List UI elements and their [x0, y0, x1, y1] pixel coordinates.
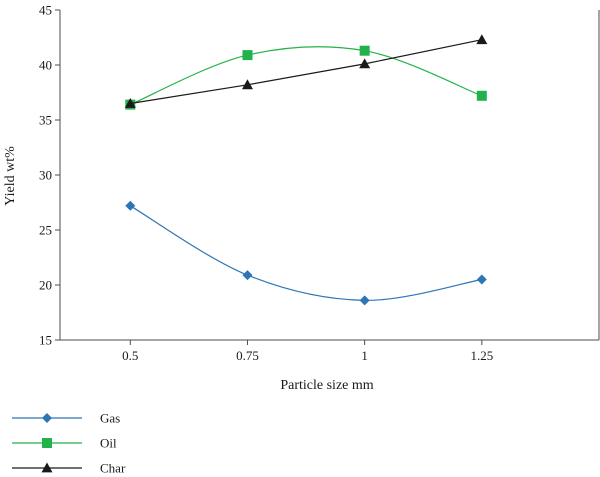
data-point-gas: [476, 274, 487, 285]
legend-marker-gas: [42, 413, 52, 423]
series-layer: [124, 34, 488, 306]
data-point-gas: [242, 270, 253, 281]
series-line-char: [130, 39, 482, 105]
y-tick-label: 40: [39, 58, 52, 73]
legend-label-oil: Oil: [100, 436, 117, 451]
y-tick-label: 15: [39, 333, 52, 348]
data-point-char: [476, 34, 488, 45]
data-point-gas: [359, 295, 370, 306]
series-char: [124, 34, 488, 108]
y-tick-label: 45: [39, 3, 52, 18]
y-tick-label: 30: [39, 168, 52, 183]
y-tick-label: 35: [39, 113, 52, 128]
y-tick-label: 25: [39, 223, 52, 238]
data-point-oil: [242, 50, 253, 61]
legend: Gas Oil Char: [12, 411, 126, 476]
legend-item-gas: Gas: [12, 411, 120, 426]
data-point-char: [124, 98, 136, 108]
data-point-oil: [359, 45, 370, 56]
legend-marker-char: [41, 462, 53, 473]
data-point-char: [241, 79, 253, 90]
data-point-oil: [476, 90, 487, 101]
legend-item-char: Char: [12, 461, 126, 476]
data-point-char: [359, 58, 371, 69]
legend-label-gas: Gas: [100, 411, 120, 426]
x-axis-title: Particle size mm: [280, 378, 373, 393]
series-oil: [125, 45, 487, 110]
x-tick-label: 0.75: [236, 348, 259, 363]
legend-label-char: Char: [100, 461, 126, 476]
data-point-gas: [125, 200, 136, 211]
x-tick-label: 1: [361, 348, 368, 363]
legend-marker-oil: [42, 438, 52, 448]
series-gas: [125, 200, 487, 306]
x-tick-label: 0.5: [122, 348, 138, 363]
series-line-oil: [130, 46, 483, 106]
series-line-gas: [129, 205, 482, 302]
legend-item-oil: Oil: [12, 436, 117, 451]
y-tick-label: 20: [39, 278, 52, 293]
x-tick-label: 1.25: [470, 348, 493, 363]
axes: 15 20 25 30 35 40 45 0.5 0.75 1 1.25: [39, 3, 600, 363]
y-axis-title: Yield wt%: [3, 146, 18, 206]
